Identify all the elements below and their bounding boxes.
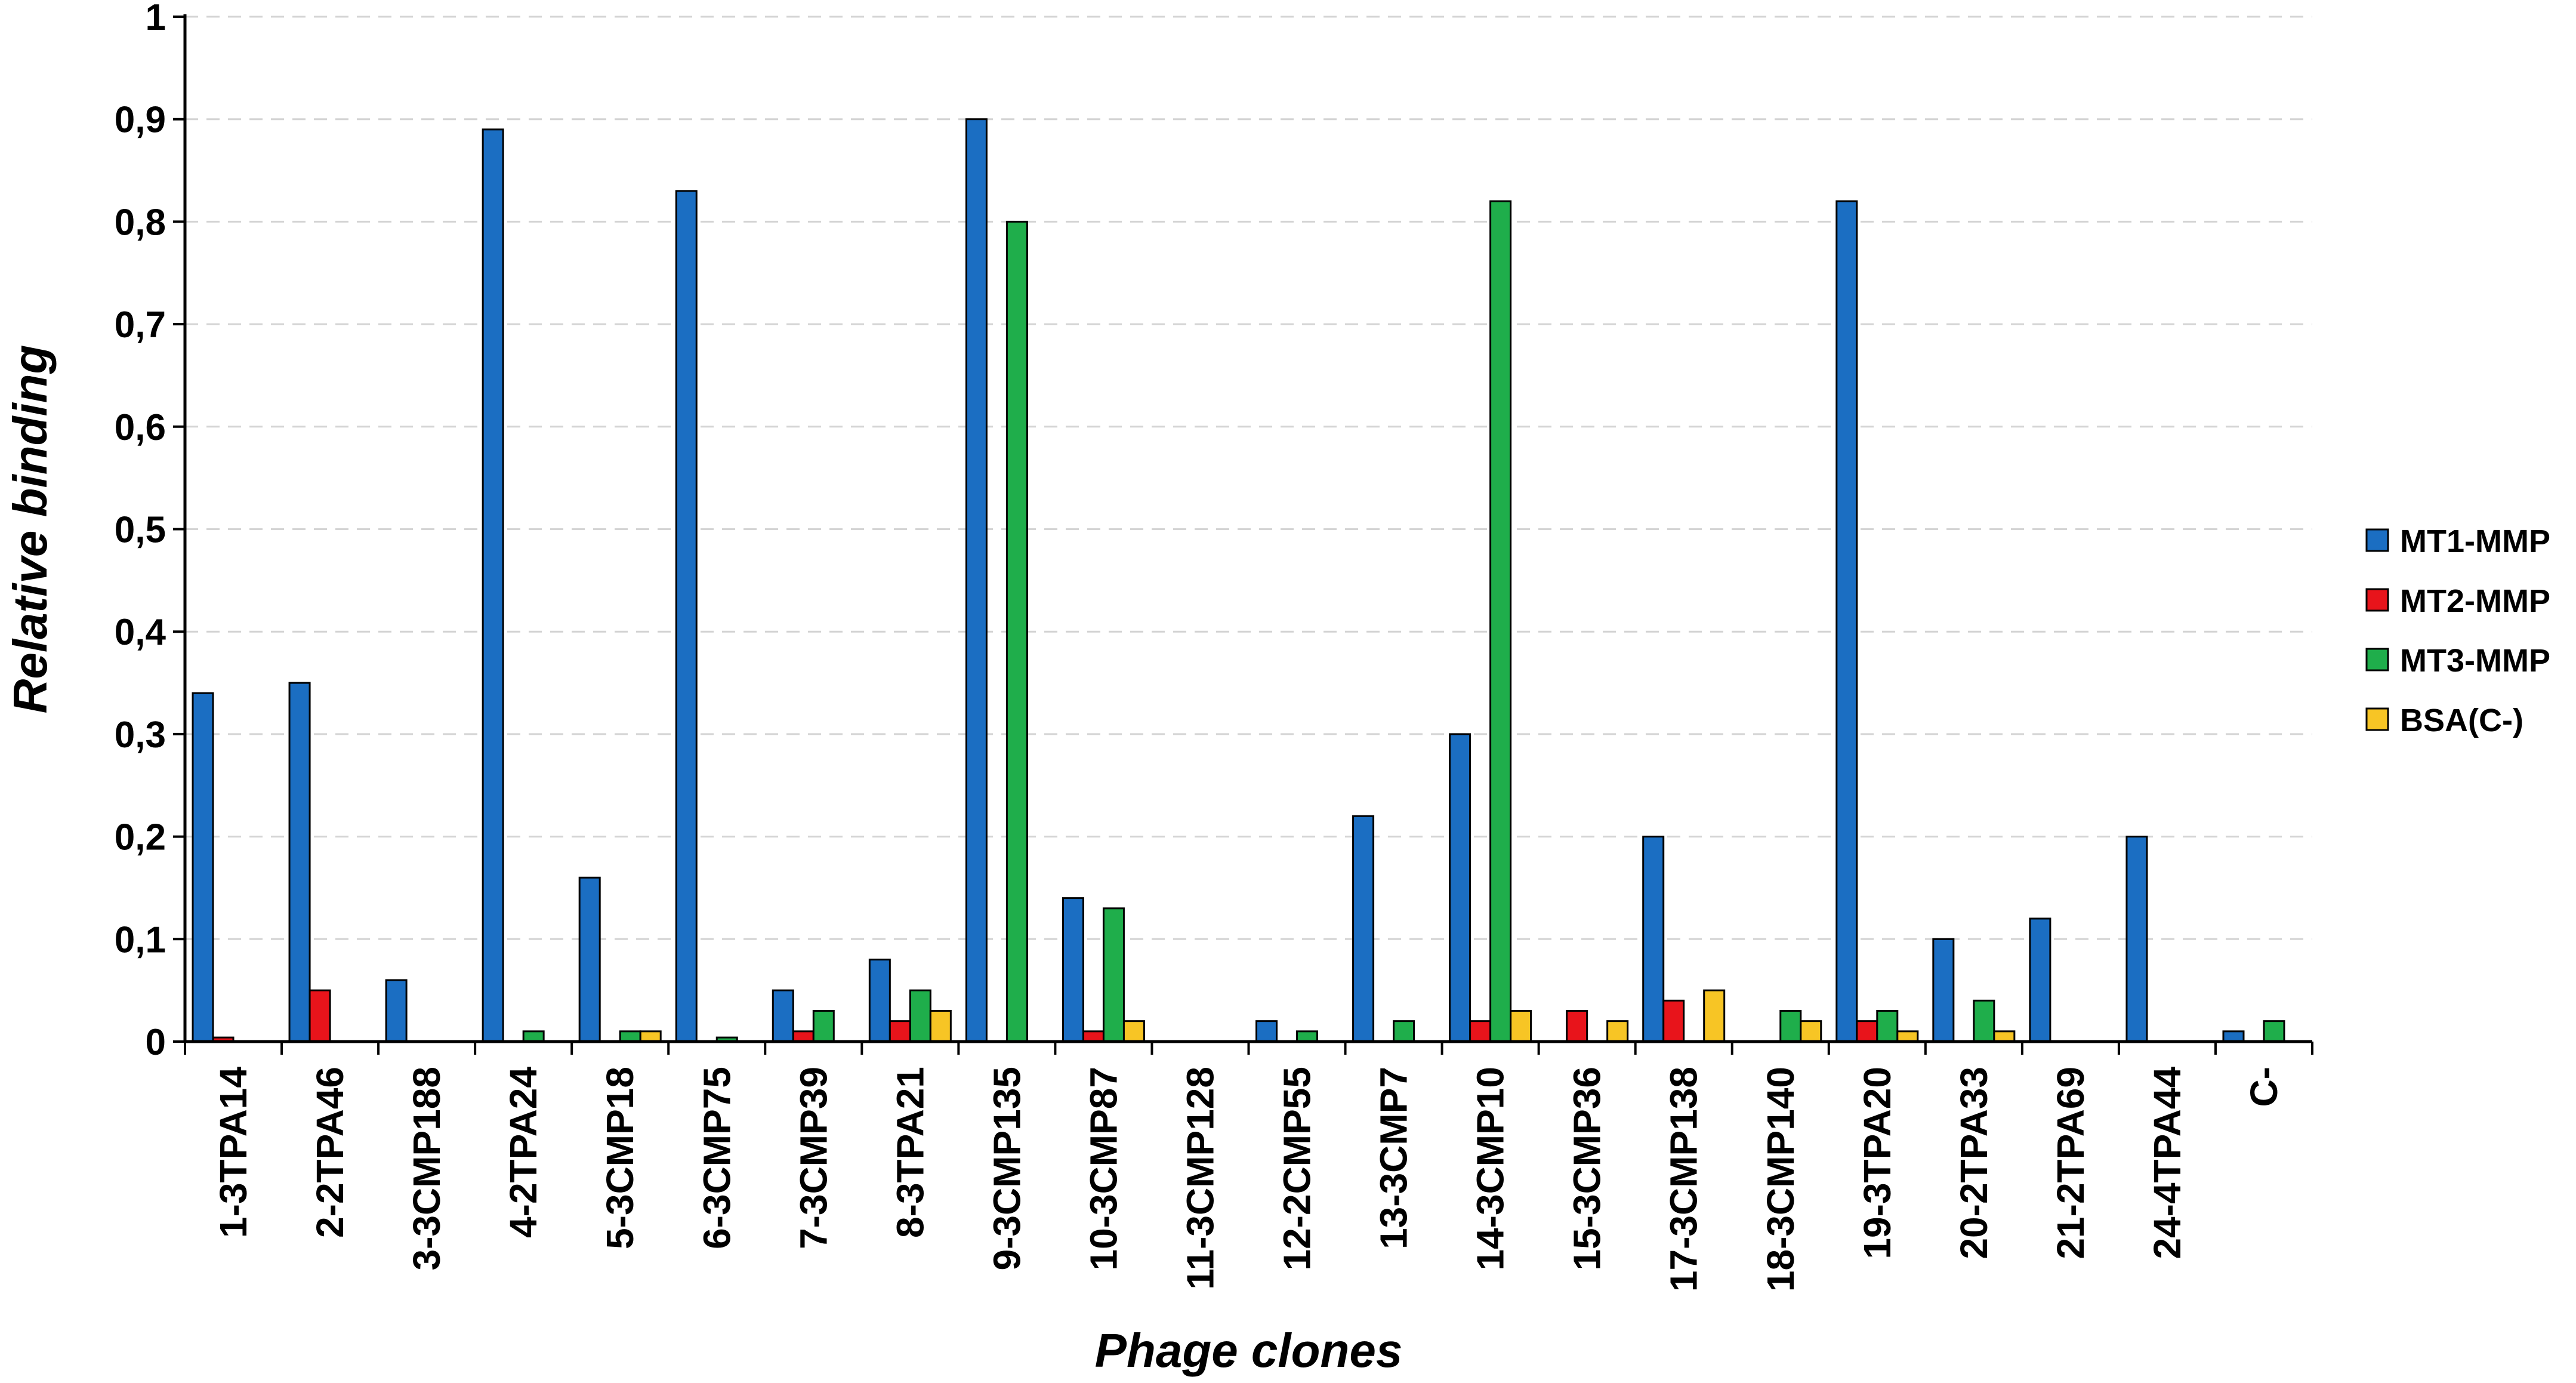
x-tick-labels: 1-3TPA14 2-2TPA46 3-3CMP188 4-2TPA24 5-3CMP1… [212, 1067, 2285, 1292]
bar-mt2-mmp [1662, 999, 1685, 1043]
bar-bsa-c [1606, 1020, 1629, 1043]
bar-mt2-mmp [1566, 1009, 1588, 1043]
x-tick-label: 11-3CMP128 [1179, 1067, 1221, 1290]
x-tick-label: C- [2242, 1067, 2285, 1107]
bar-mt1-mmp [1255, 1020, 1278, 1043]
bar-mt1-mmp [192, 692, 214, 1043]
bar-mt3-mmp [1393, 1020, 1415, 1043]
bar-mt1-mmp [2125, 836, 2148, 1043]
legend-label: MT1-MMP [2400, 523, 2550, 559]
bar-mt3-mmp [1102, 907, 1125, 1043]
bar-mt1-mmp [578, 876, 601, 1043]
bar-mt3-mmp [909, 989, 931, 1043]
y-tick-label: 0,7 [115, 304, 166, 346]
y-tick-label: 1 [146, 0, 166, 38]
y-axis-title: Relative binding [4, 345, 57, 714]
bar-mt1-mmp [1932, 938, 1955, 1043]
x-tick-label: 6-3CMP75 [695, 1067, 738, 1249]
bar-mt2-mmp [889, 1020, 911, 1043]
x-tick-label: 5-3CMP18 [599, 1067, 641, 1249]
legend-label: MT2-MMP [2400, 583, 2550, 619]
bar-mt1-mmp [1352, 815, 1375, 1043]
bar-mt3-mmp [1973, 999, 1995, 1043]
x-tick-label: 12-2CMP55 [1276, 1067, 1319, 1271]
bar-mt3-mmp [522, 1030, 545, 1043]
bar-mt3-mmp [1296, 1030, 1319, 1043]
bar-bsa-c [1510, 1009, 1532, 1043]
x-tick-label: 20-2TPA33 [1952, 1067, 1995, 1259]
bar-mt2-mmp [1469, 1020, 1492, 1043]
legend-label: MT3-MMP [2400, 643, 2550, 679]
x-tick-label: 17-3CMP138 [1662, 1067, 1705, 1292]
x-tick-label: 13-3CMP7 [1372, 1067, 1415, 1249]
x-tick-label: 14-3CMP10 [1469, 1067, 1512, 1271]
x-tick-label: 24-4TPA44 [2146, 1067, 2189, 1259]
axes [173, 14, 2313, 1055]
y-tick-label: 0,4 [115, 612, 166, 653]
x-tick-label: 7-3CMP39 [792, 1067, 835, 1249]
bar-mt2-mmp [1856, 1020, 1878, 1043]
y-tick-labels: 0 0,1 0,2 0,3 0,4 0,5 0,6 0,7 0,8 0,9 1 [115, 0, 166, 1063]
bar-mt2-mmp [308, 989, 331, 1043]
y-tick-label: 0,3 [115, 714, 166, 756]
x-axis-title: Phage clones [1095, 1324, 1403, 1377]
bar-bsa-c [1896, 1030, 1919, 1043]
bar-bsa-c [639, 1030, 662, 1043]
bar-mt3-mmp [1876, 1009, 1899, 1043]
x-tick-label: 1-3TPA14 [212, 1067, 255, 1238]
y-tick-label: 0 [146, 1022, 166, 1063]
legend-swatch [2365, 528, 2389, 552]
bar-mt2-mmp [792, 1030, 815, 1043]
bar-mt3-mmp [2263, 1020, 2285, 1043]
bar-mt1-mmp [288, 682, 311, 1043]
legend-label: BSA(C-) [2400, 703, 2523, 738]
grid-lines [185, 16, 2312, 940]
bar-mt1-mmp [868, 959, 891, 1043]
bar-bsa-c [1800, 1020, 1822, 1043]
x-tick-label: 9-3CMP135 [985, 1067, 1028, 1271]
bar-mt3-mmp [1005, 220, 1028, 1043]
bar-mt1-mmp [1062, 897, 1084, 1043]
legend-swatch [2365, 648, 2389, 672]
bar-mt1-mmp [1449, 733, 1471, 1043]
bar-mt3-mmp [812, 1009, 835, 1043]
legend: MT1-MMP MT2-MMP MT3-MMP BSA(C-) [2365, 523, 2550, 738]
x-tick-label: 10-3CMP87 [1082, 1067, 1125, 1271]
bar-mt1-mmp [772, 989, 794, 1043]
bar-mt3-mmp [1779, 1009, 1802, 1043]
bar-mt1-mmp [1642, 836, 1665, 1043]
bar-mt1-mmp [1835, 200, 1858, 1043]
x-tick-label: 8-3TPA21 [889, 1067, 931, 1238]
bar-bsa-c [1703, 989, 1726, 1043]
bar-mt1-mmp [675, 190, 698, 1043]
x-tick-label: 21-2TPA69 [2049, 1067, 2092, 1259]
bars [192, 118, 2285, 1043]
x-tick-label: 18-3CMP140 [1759, 1067, 1802, 1292]
x-tick-label: 2-2TPA46 [308, 1067, 351, 1238]
bar-mt2-mmp [1082, 1030, 1105, 1043]
bar-mt1-mmp [482, 128, 504, 1043]
bar-mt1-mmp [385, 979, 408, 1043]
bar-bsa-c [929, 1009, 952, 1043]
y-tick-label: 0,5 [115, 510, 166, 551]
y-tick-label: 0,1 [115, 919, 166, 960]
bar-mt1-mmp [2222, 1030, 2245, 1043]
y-tick-label: 0,6 [115, 407, 166, 448]
bar-bsa-c [1122, 1020, 1145, 1043]
legend-swatch [2365, 588, 2389, 612]
bar-mt1-mmp [2029, 917, 2051, 1043]
bar-mt3-mmp [619, 1030, 641, 1043]
bar-mt1-mmp [965, 118, 988, 1043]
x-tick-label: 15-3CMP36 [1566, 1067, 1609, 1271]
bar-bsa-c [1993, 1030, 2016, 1043]
legend-swatch [2365, 707, 2389, 731]
y-tick-label: 0,8 [115, 202, 166, 243]
x-tick-label: 3-3CMP188 [405, 1067, 448, 1271]
y-tick-label: 0,9 [115, 100, 166, 141]
y-tick-label: 0,2 [115, 817, 166, 858]
x-tick-label: 19-3TPA20 [1856, 1067, 1899, 1259]
bar-mt3-mmp [1489, 200, 1512, 1043]
x-tick-label: 4-2TPA24 [502, 1067, 545, 1238]
